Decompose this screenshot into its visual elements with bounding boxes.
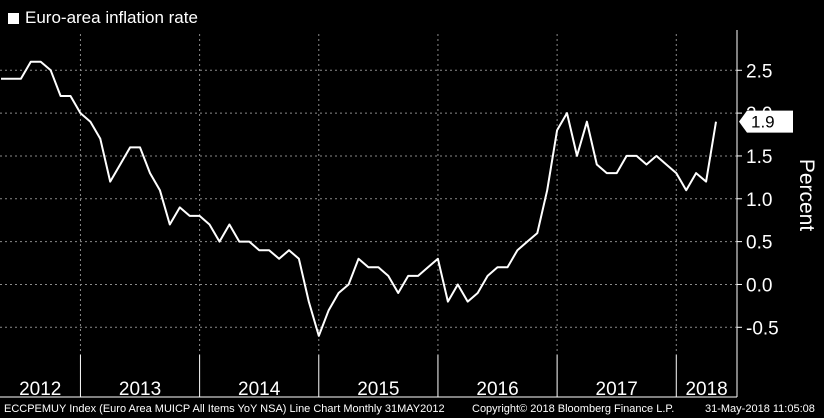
y-tick-label: -0.5	[746, 318, 779, 339]
year-label: 2013	[119, 379, 161, 400]
y-tick-label: 1.0	[746, 190, 772, 211]
grid-lines	[0, 34, 737, 355]
year-label: 2014	[238, 379, 281, 400]
y-tick-labels: -0.50.00.51.01.52.02.5	[746, 61, 779, 339]
last-value-box	[739, 110, 793, 133]
footer-copyright: Copyright© 2018 Bloomberg Finance L.P.	[472, 403, 675, 415]
last-value-label: 1.9	[751, 113, 775, 132]
y-tick-label: 0.0	[746, 275, 772, 296]
x-year-labels: 2012 2013 2014 2015 2016 2017 2018	[19, 379, 728, 400]
footer: ECCPEMUY Index (Euro Area MUICP All Item…	[0, 401, 824, 418]
year-label: 2012	[19, 379, 61, 400]
year-label: 2017	[596, 379, 638, 400]
last-value-callout: 1.9	[739, 110, 793, 133]
y-tick-label: 1.5	[746, 147, 772, 168]
legend-swatch	[8, 12, 19, 24]
year-label: 2016	[476, 379, 518, 400]
footer-source: ECCPEMUY Index (Euro Area MUICP All Item…	[4, 403, 445, 415]
y-tick-label: 0.5	[746, 233, 772, 254]
legend: Euro-area inflation rate	[8, 8, 198, 28]
axes	[0, 30, 742, 398]
year-label: 2018	[685, 379, 727, 400]
series-line-inflation	[1, 60, 717, 337]
footer-timestamp: 31-May-2018 11:05:08	[705, 403, 815, 415]
y-axis-label: Percent	[795, 159, 818, 232]
legend-label: Euro-area inflation rate	[25, 8, 198, 27]
y-tick-label: 2.5	[746, 61, 772, 82]
year-label: 2015	[357, 379, 399, 400]
